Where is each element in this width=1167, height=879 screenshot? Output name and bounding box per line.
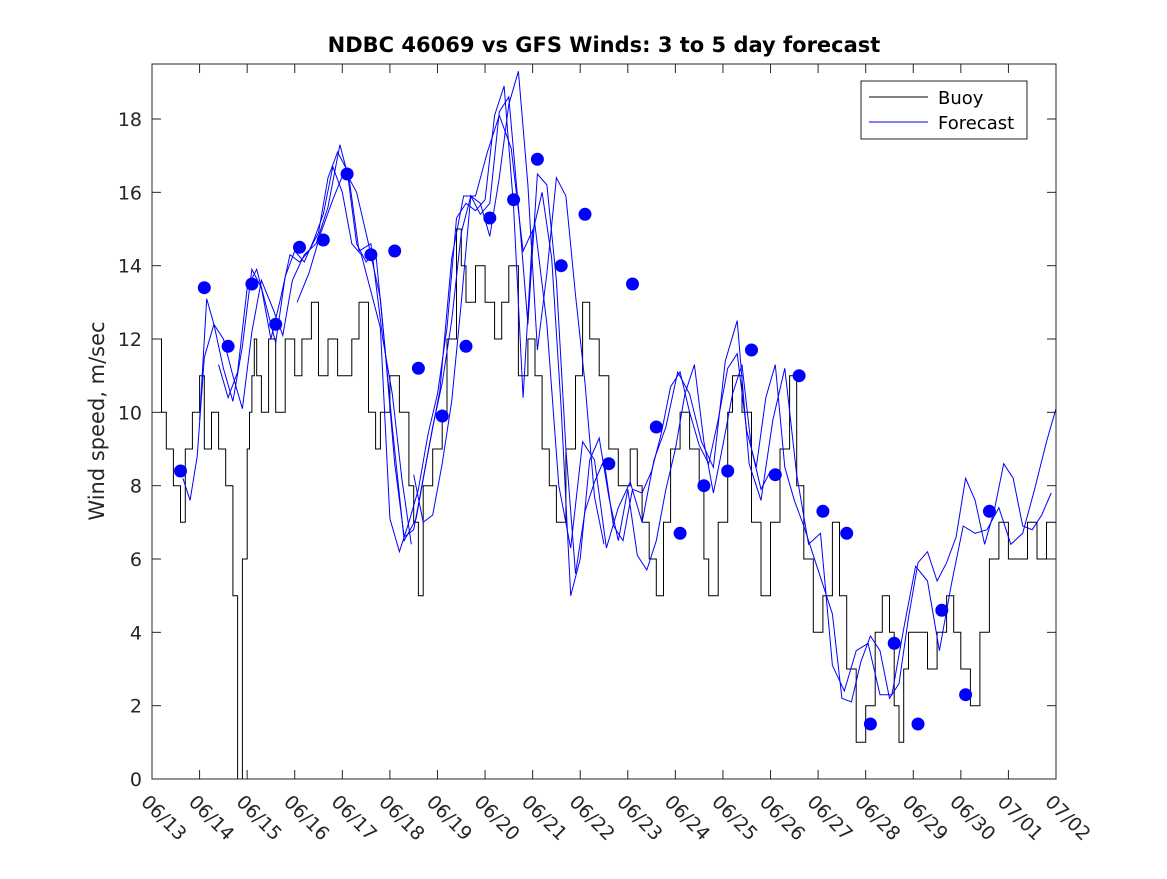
series-forecast-run-3 bbox=[296, 113, 1056, 696]
legend-label-buoy: Buoy bbox=[938, 88, 984, 109]
forecast-marker bbox=[887, 636, 901, 650]
forecast-marker bbox=[982, 504, 996, 518]
series-forecast-run-4 bbox=[413, 95, 1052, 703]
forecast-marker bbox=[293, 240, 306, 254]
forecast-marker bbox=[221, 339, 235, 353]
forecast-marker bbox=[554, 259, 568, 273]
forecast-marker bbox=[721, 464, 735, 478]
forecast-marker bbox=[364, 248, 378, 262]
forecast-marker bbox=[507, 193, 521, 207]
forecast-marker bbox=[245, 277, 259, 291]
series-forecast-run-1 bbox=[199, 71, 605, 545]
legend-label-forecast: Forecast bbox=[938, 113, 1014, 134]
forecast-marker bbox=[340, 167, 354, 181]
y-tick-label: 14 bbox=[118, 256, 142, 278]
forecast-marker bbox=[816, 504, 830, 518]
forecast-marker bbox=[530, 152, 544, 166]
y-tick-label: 2 bbox=[130, 696, 142, 718]
forecast-marker bbox=[626, 277, 639, 291]
forecast-marker bbox=[745, 343, 758, 357]
forecast-marker bbox=[174, 464, 187, 478]
forecast-marker bbox=[411, 361, 425, 375]
forecast-marker bbox=[863, 717, 877, 731]
plot-area bbox=[152, 64, 1056, 779]
forecast-marker bbox=[602, 457, 616, 471]
forecast-marker bbox=[649, 420, 663, 434]
y-tick-label: 6 bbox=[130, 549, 142, 571]
forecast-marker bbox=[388, 244, 402, 258]
forecast-marker bbox=[959, 688, 973, 702]
plot-frame bbox=[151, 63, 1057, 780]
forecast-marker bbox=[483, 211, 497, 225]
y-tick-label: 18 bbox=[118, 109, 142, 131]
legend: Buoy Forecast bbox=[860, 80, 1028, 140]
legend-box bbox=[860, 80, 1028, 140]
forecast-marker bbox=[673, 526, 687, 540]
forecast-marker bbox=[316, 233, 330, 247]
marker-layer bbox=[174, 152, 996, 731]
y-tick-label: 16 bbox=[118, 182, 142, 204]
forecast-marker bbox=[935, 603, 949, 617]
y-tick-label: 0 bbox=[130, 769, 142, 791]
chart-title: NDBC 46069 vs GFS Winds: 3 to 5 day fore… bbox=[328, 33, 881, 57]
forecast-marker bbox=[269, 317, 283, 331]
y-tick-label: 10 bbox=[118, 402, 142, 424]
series-forecast-run-2 bbox=[218, 85, 771, 596]
series-layer bbox=[152, 71, 1056, 779]
forecast-marker bbox=[578, 207, 592, 221]
y-tick-label: 8 bbox=[130, 476, 142, 498]
y-axis-label: Wind speed, m/sec bbox=[85, 321, 109, 520]
y-tick-label: 4 bbox=[130, 622, 142, 644]
forecast-marker bbox=[768, 468, 782, 482]
forecast-marker bbox=[792, 369, 806, 383]
forecast-marker bbox=[435, 409, 449, 423]
forecast-marker bbox=[697, 479, 711, 493]
forecast-marker bbox=[911, 717, 925, 731]
forecast-marker bbox=[197, 281, 211, 295]
y-tick-label: 12 bbox=[118, 329, 142, 351]
forecast-marker bbox=[840, 526, 854, 540]
forecast-marker bbox=[459, 339, 473, 353]
